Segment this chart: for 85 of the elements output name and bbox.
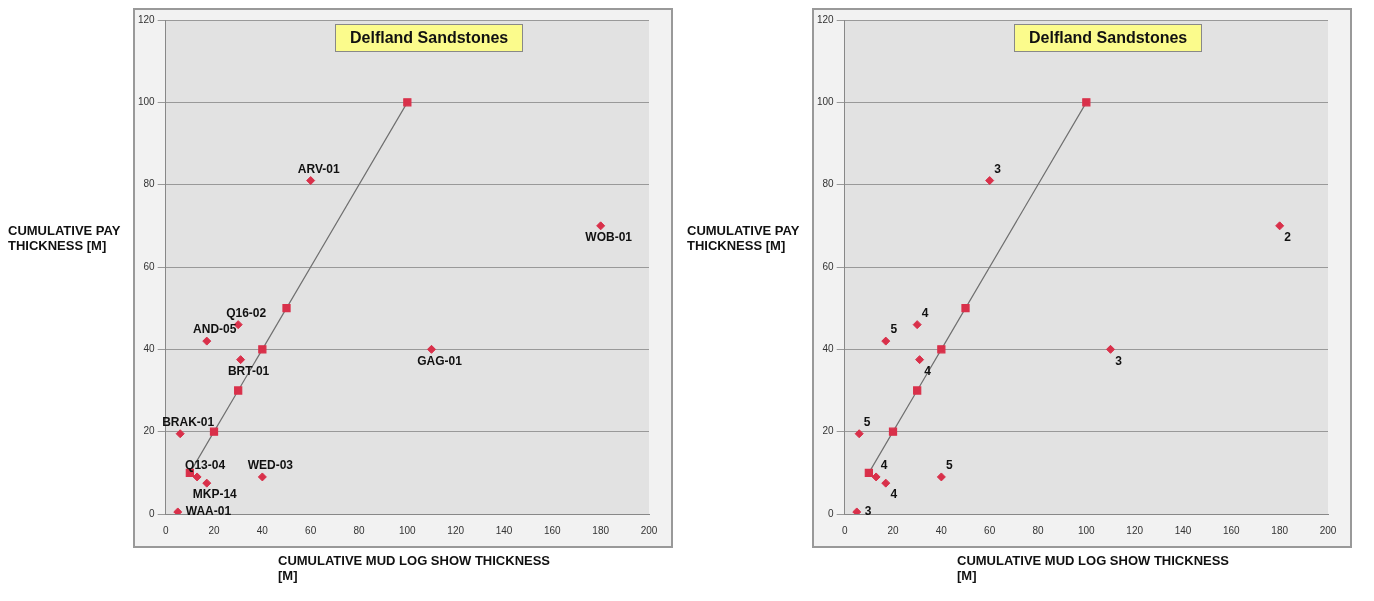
y-tick-label: 60 [143, 260, 156, 272]
point [173, 507, 183, 514]
annotation: 4 [890, 487, 898, 502]
annotation: 4 [880, 458, 888, 473]
point [881, 478, 891, 488]
annotation: WOB-01 [585, 230, 633, 245]
y-tick-label: 120 [817, 13, 835, 25]
y-tick-label: 100 [138, 96, 156, 108]
x-tick-label: 140 [495, 524, 513, 536]
point [192, 472, 202, 482]
y-tick-label: 40 [822, 343, 835, 355]
y-tick-label: 60 [822, 260, 835, 272]
x-tick-label: 40 [935, 524, 948, 536]
x-tick-label: 120 [447, 524, 465, 536]
annotation: 3 [1115, 353, 1123, 368]
point [236, 355, 246, 365]
annotation: BRT-01 [227, 363, 270, 378]
x-tick-label: 0 [841, 524, 848, 536]
x-axis-title: CUMULATIVE MUD LOG SHOW THICKNESS [M] [278, 553, 552, 583]
annotation: GAG-01 [417, 353, 463, 368]
x-tick-label: 160 [543, 524, 562, 536]
x-tick-label: 200 [1319, 524, 1337, 536]
point [175, 429, 185, 439]
point [854, 429, 864, 439]
x-tick-label: 100 [399, 524, 417, 536]
x-tick-label: 180 [1271, 524, 1289, 536]
x-tick-label: 160 [1222, 524, 1241, 536]
y-tick-label: 40 [143, 343, 156, 355]
x-tick-label: 80 [1032, 524, 1045, 536]
y-axis-title: CUMULATIVE PAY THICKNESS [M] [687, 223, 801, 253]
point [912, 320, 922, 330]
x-axis-title: CUMULATIVE MUD LOG SHOW THICKNESS [M] [957, 553, 1231, 583]
annotation: 5 [890, 322, 898, 337]
y-tick-label: 80 [822, 178, 835, 190]
y-tick-label: 0 [149, 507, 156, 519]
point [257, 472, 267, 482]
y-tick-label: 0 [828, 507, 835, 519]
annotation: Q16-02 [226, 305, 267, 320]
annotation: BRAK-01 [162, 415, 215, 430]
y-tick-label: 20 [822, 425, 835, 437]
annotation: ARV-01 [297, 161, 340, 176]
point [427, 344, 437, 354]
y-axis-title: CUMULATIVE PAY THICKNESS [M] [8, 223, 122, 253]
x-tick-label: 20 [208, 524, 221, 536]
annotation: WED-03 [247, 458, 294, 473]
x-tick-label: 0 [162, 524, 169, 536]
x-tick-label: 80 [353, 524, 366, 536]
annotation: 5 [863, 415, 871, 430]
y-tick-label: 80 [143, 178, 156, 190]
x-tick-label: 60 [984, 524, 996, 536]
x-tick-label: 200 [640, 524, 658, 536]
point [202, 478, 212, 488]
x-tick-label: 100 [1078, 524, 1096, 536]
y-tick-label: 120 [138, 13, 156, 25]
text: Delfland Sandstones [335, 24, 524, 52]
x-tick-label: 140 [1174, 524, 1192, 536]
x-tick-label: 180 [592, 524, 610, 536]
x-tick-label: 40 [256, 524, 269, 536]
point [915, 355, 925, 365]
text: Delfland Sandstones [1014, 24, 1203, 52]
point [852, 507, 862, 514]
point [306, 176, 316, 186]
annotation: 4 [921, 305, 929, 320]
point [1275, 221, 1285, 231]
annotation: 3 [864, 504, 872, 519]
annotation: MKP-14 [192, 487, 238, 502]
annotation: 2 [1284, 230, 1292, 245]
annotation: 3 [994, 161, 1002, 176]
point [985, 176, 995, 186]
y-tick-label: 100 [817, 96, 835, 108]
point [881, 336, 891, 346]
x-tick-label: 120 [1126, 524, 1144, 536]
annotation: 5 [946, 458, 953, 473]
x-tick-label: 20 [887, 524, 900, 536]
point [871, 472, 881, 482]
point [596, 221, 606, 231]
point [1106, 344, 1116, 354]
annotation: WAA-01 [185, 504, 232, 519]
annotation: AND-05 [193, 322, 237, 337]
point [202, 336, 212, 346]
annotation: Q13-04 [185, 458, 226, 473]
annotation: 4 [924, 363, 932, 378]
x-tick-label: 60 [305, 524, 317, 536]
y-tick-label: 20 [143, 425, 156, 437]
point [936, 472, 946, 482]
